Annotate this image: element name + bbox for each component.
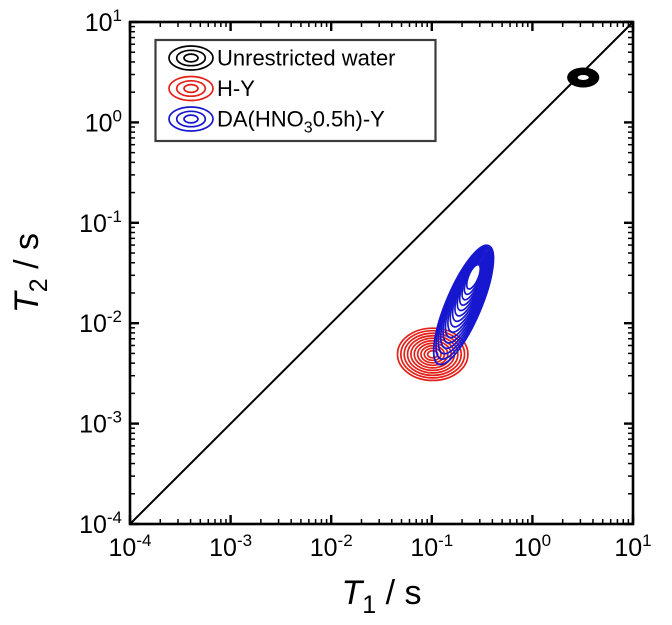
x-tick-label: 101 xyxy=(614,531,651,562)
y-tick-label: 10-1 xyxy=(79,207,122,238)
tick-exponent: -1 xyxy=(107,207,122,226)
legend-entry-unrestricted-water: Unrestricted water xyxy=(168,45,396,71)
contour-series-h-y xyxy=(396,327,469,382)
contour-ring xyxy=(403,332,463,377)
contour-rings-icon xyxy=(168,106,214,132)
x-tick-label: 100 xyxy=(514,531,551,562)
axis-title-subscript: 2 xyxy=(25,278,53,292)
tick-base: 10 xyxy=(79,210,107,238)
tick-exponent: 0 xyxy=(542,531,551,550)
tick-base: 10 xyxy=(85,9,113,37)
contour-series-unrestricted-water xyxy=(567,67,600,88)
icon-ring xyxy=(168,106,214,132)
axis-ticks xyxy=(128,20,635,526)
y-tick-label: 100 xyxy=(85,106,122,137)
contour-rings-icon xyxy=(168,75,214,102)
legend-label-text: Unrestricted water xyxy=(217,46,396,71)
tick-exponent: 1 xyxy=(642,531,651,550)
icon-ring xyxy=(175,49,207,67)
y-tick-label: 10-4 xyxy=(79,508,122,539)
tick-exponent: 1 xyxy=(113,6,122,25)
y-tick-label: 10-3 xyxy=(79,408,122,439)
icon-ring xyxy=(168,45,214,71)
y-tick-label: 10-2 xyxy=(79,307,122,338)
contour-ring xyxy=(416,342,449,367)
axis-title-units: / s xyxy=(8,233,46,278)
tick-base: 10 xyxy=(514,534,542,562)
tick-base: 10 xyxy=(85,109,113,137)
icon-ring xyxy=(175,110,207,128)
contour-rings-icon xyxy=(168,45,214,71)
legend-label-text: DA(HNO xyxy=(217,107,304,132)
legend: Unrestricted water H-Y DA(HNO30.5h)-Y xyxy=(154,38,437,143)
tick-base: 10 xyxy=(209,534,237,562)
tick-exponent: 0 xyxy=(113,106,122,125)
axis-title-units: / s xyxy=(376,574,421,612)
y-tick-label: 101 xyxy=(85,6,122,37)
icon-ring xyxy=(168,75,214,102)
y-axis-title: T2 / s xyxy=(8,233,53,313)
contour-ring xyxy=(444,251,490,339)
tick-base: 10 xyxy=(109,534,137,562)
contour-core xyxy=(577,74,589,81)
icon-ring xyxy=(183,114,199,124)
tick-base: 10 xyxy=(79,411,107,439)
contour-ring xyxy=(396,327,469,382)
x-axis-title: T1 / s xyxy=(341,574,421,619)
icon-ring xyxy=(183,83,199,94)
tick-exponent: -4 xyxy=(136,531,151,550)
tick-exponent: -2 xyxy=(338,531,353,550)
tick-exponent: -3 xyxy=(237,531,252,550)
legend-entry-da-hno30-5h-y: DA(HNO30.5h)-Y xyxy=(168,106,385,137)
contour-ring xyxy=(423,347,442,362)
plot-frame xyxy=(128,20,635,526)
tick-exponent: -1 xyxy=(438,531,453,550)
legend-label: DA(HNO30.5h)-Y xyxy=(217,107,385,137)
tick-exponent: -3 xyxy=(107,408,122,427)
tick-base: 10 xyxy=(310,534,338,562)
axis-title-symbol: T xyxy=(8,290,46,313)
contour-ring xyxy=(399,329,466,379)
icon-ring xyxy=(175,79,207,98)
diagonal-reference-line xyxy=(129,21,634,525)
legend-label-text: H-Y xyxy=(217,76,255,101)
contour-series-da-hno3-0-5h-y xyxy=(432,244,495,366)
legend-label: Unrestricted water xyxy=(217,46,396,71)
tick-exponent: -2 xyxy=(107,307,122,326)
axis-title-symbol: T xyxy=(341,574,364,612)
icon-ring xyxy=(183,53,199,63)
tick-base: 10 xyxy=(79,310,107,338)
x-tick-label: 10-3 xyxy=(209,531,252,562)
x-tick-label: 10-2 xyxy=(310,531,353,562)
contour-ring xyxy=(465,263,482,290)
axis-title-subscript: 1 xyxy=(362,591,376,619)
tick-base: 10 xyxy=(614,534,642,562)
x-tick-label: 10-1 xyxy=(410,531,453,562)
tick-base: 10 xyxy=(410,534,438,562)
contour-ring xyxy=(406,334,459,374)
tick-base: 10 xyxy=(79,511,107,539)
legend-label-text: 0.5h)-Y xyxy=(313,107,385,132)
legend-label-subscript: 3 xyxy=(304,120,313,137)
legend-entry-h-y: H-Y xyxy=(168,75,255,102)
tick-exponent: -4 xyxy=(107,508,122,527)
legend-label: H-Y xyxy=(217,76,255,101)
x-tick-label: 10-4 xyxy=(109,531,152,562)
